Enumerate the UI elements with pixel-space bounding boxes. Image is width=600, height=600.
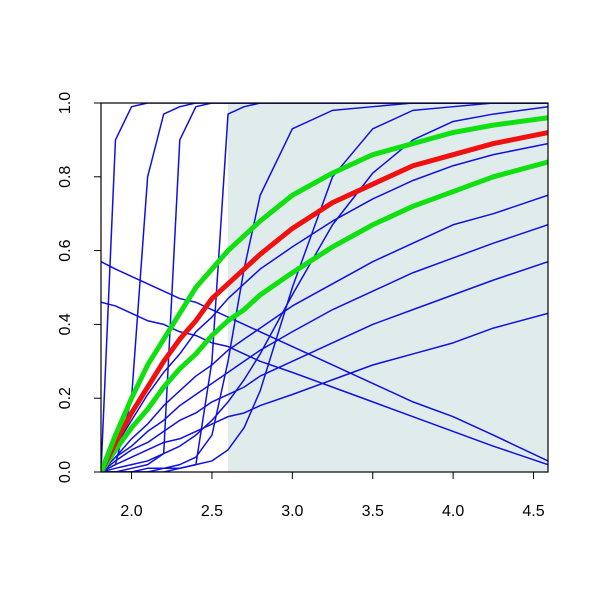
series-line xyxy=(101,159,548,472)
shaded-region xyxy=(228,103,548,472)
x-tick-label: 2.5 xyxy=(201,503,223,520)
y-tick-label: 0.0 xyxy=(57,461,74,483)
plot-frame xyxy=(100,102,549,473)
series-line xyxy=(101,301,548,466)
series-line xyxy=(101,312,548,472)
series-line xyxy=(101,194,548,472)
series-line xyxy=(101,103,548,472)
series-line xyxy=(101,103,548,472)
series-line xyxy=(101,103,548,472)
plot-area xyxy=(101,103,548,472)
series-line xyxy=(101,130,548,472)
x-tick-label: 4.5 xyxy=(522,503,544,520)
y-tick-label: 0.8 xyxy=(57,166,74,188)
y-tick-label: 0.6 xyxy=(57,239,74,261)
series-line xyxy=(101,103,548,472)
y-tick-label: 0.4 xyxy=(57,313,74,335)
x-tick-label: 3.0 xyxy=(281,503,303,520)
x-tick-label: 3.5 xyxy=(362,503,384,520)
y-tick-label: 0.2 xyxy=(57,387,74,409)
series-line xyxy=(101,115,548,472)
series-line xyxy=(101,261,548,462)
x-tick-label: 4.0 xyxy=(442,503,464,520)
series-line xyxy=(101,105,548,472)
series-line xyxy=(101,224,548,472)
series-line xyxy=(101,142,548,472)
x-tick-label: 2.0 xyxy=(120,503,142,520)
series-line xyxy=(101,103,548,472)
y-tick-label: 1.0 xyxy=(57,92,74,114)
